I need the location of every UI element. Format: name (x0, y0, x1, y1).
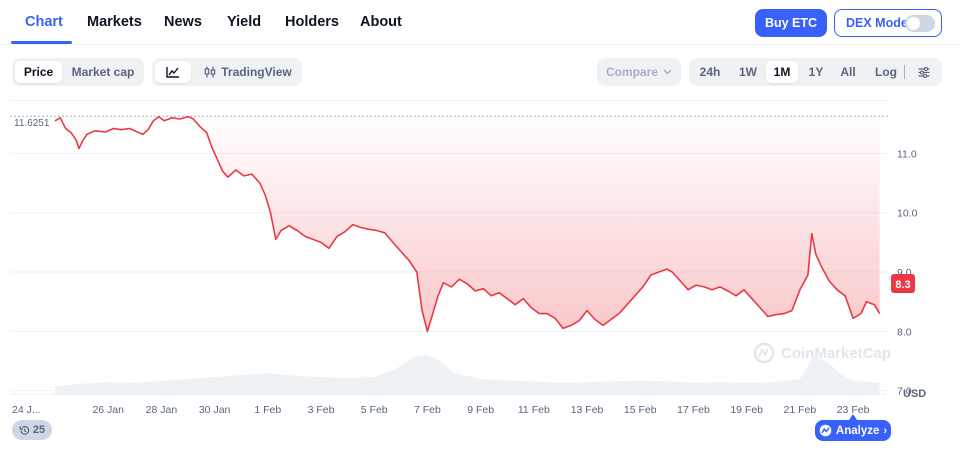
dex-mode-button[interactable]: DEX Mode (834, 9, 942, 37)
x-tick-label: 17 Feb (677, 404, 710, 416)
candlestick-icon (204, 66, 216, 78)
toggle-knob (907, 17, 920, 30)
line-chart-button[interactable] (155, 61, 191, 83)
dex-mode-label: DEX Mode (846, 16, 908, 30)
range-1y[interactable]: 1Y (808, 65, 824, 79)
tab-markets[interactable]: Markets (87, 14, 142, 30)
tab-chart[interactable]: Chart (25, 14, 63, 30)
market-cap-tab[interactable]: Market cap (71, 65, 135, 79)
range-1w[interactable]: 1W (739, 65, 757, 79)
x-tick-label: 1 Feb (254, 404, 281, 416)
tab-yield[interactable]: Yield (227, 14, 262, 30)
tab-about[interactable]: About (360, 14, 402, 30)
y-tick-label: 11.0 (897, 148, 917, 160)
dex-mode-toggle[interactable] (905, 15, 935, 32)
range-switch: 24h 1W 1M 1Y All Log (689, 58, 942, 86)
tradingview-label: TradingView (221, 65, 292, 79)
x-tick-label: 11 Feb (518, 404, 550, 416)
x-tick-label: 21 Feb (784, 404, 817, 416)
sparkle-chart-icon (819, 424, 832, 437)
x-tick-label: 15 Feb (624, 404, 657, 416)
y-tick-label: 7.0 (897, 386, 912, 398)
range-divider (904, 65, 905, 79)
chart-type-switch: TradingView (152, 58, 302, 86)
coinmarketcap-logo-icon (753, 342, 775, 364)
price-tab[interactable]: Price (15, 61, 62, 83)
y-tick-label: 10.0 (897, 208, 918, 220)
x-tick-label: 30 Jan (199, 404, 231, 416)
x-tick-label: 3 Feb (308, 404, 335, 416)
chevron-down-icon (663, 69, 672, 75)
x-tick-label: 5 Feb (361, 404, 388, 416)
tab-holders[interactable]: Holders (285, 14, 339, 30)
x-tick-label: 9 Feb (467, 404, 494, 416)
compare-label: Compare (605, 65, 658, 79)
y-tick-label: 8.0 (897, 326, 912, 338)
price-line (54, 115, 881, 333)
tradingview-button[interactable]: TradingView (198, 61, 298, 83)
metric-switch: Price Market cap (12, 58, 144, 86)
sliders-icon (918, 66, 930, 78)
top-nav: Chart Markets News Yield Holders About B… (0, 0, 960, 46)
buy-etc-button[interactable]: Buy ETC (755, 9, 827, 37)
chart-settings-button[interactable] (911, 61, 937, 83)
chevron-right-icon: › (883, 424, 888, 437)
line-chart-icon (166, 67, 179, 78)
x-tick-label: 28 Jan (146, 404, 178, 416)
x-tick-label: 23 Feb (837, 404, 870, 416)
current-price-tag (891, 274, 915, 293)
range-all[interactable]: All (840, 65, 856, 79)
current-price-label: 8.3 (895, 279, 910, 291)
x-tick-label: 13 Feb (571, 404, 604, 416)
volume-area (55, 355, 880, 395)
price-area (55, 116, 880, 332)
analyze-notch (849, 414, 857, 420)
volume-bars (11, 355, 886, 395)
compare-dropdown[interactable]: Compare (597, 58, 681, 86)
x-tick-label: 7 Feb (414, 404, 441, 416)
y-unit-label: USD (903, 388, 926, 400)
range-24h[interactable]: 24h (699, 65, 721, 79)
x-tick-label: 24 J... (12, 404, 41, 416)
tab-news[interactable]: News (164, 14, 202, 30)
watermark: CoinMarketCap (781, 345, 891, 362)
analyze-label: Analyze (835, 424, 880, 437)
high-price-label: 11.6251 (14, 118, 50, 129)
x-tick-label: 19 Feb (730, 404, 763, 416)
history-count-badge[interactable]: 25 (12, 420, 52, 440)
nav-divider (0, 44, 960, 45)
x-tick-label: 26 Jan (92, 404, 124, 416)
analyze-button[interactable]: Analyze › (815, 420, 891, 441)
history-icon (19, 425, 30, 435)
active-tab-indicator (11, 41, 72, 44)
log-toggle[interactable]: Log (875, 65, 897, 79)
y-axis: 7.08.09.010.011.0 (897, 148, 918, 397)
x-axis: 24 J... 26 Jan 28 Jan 30 Jan 1 Feb 3 Feb 5 Feb… (12, 404, 870, 416)
history-count: 25 (32, 424, 46, 436)
range-1m[interactable]: 1M (766, 61, 798, 83)
chart-top-border (10, 100, 890, 101)
